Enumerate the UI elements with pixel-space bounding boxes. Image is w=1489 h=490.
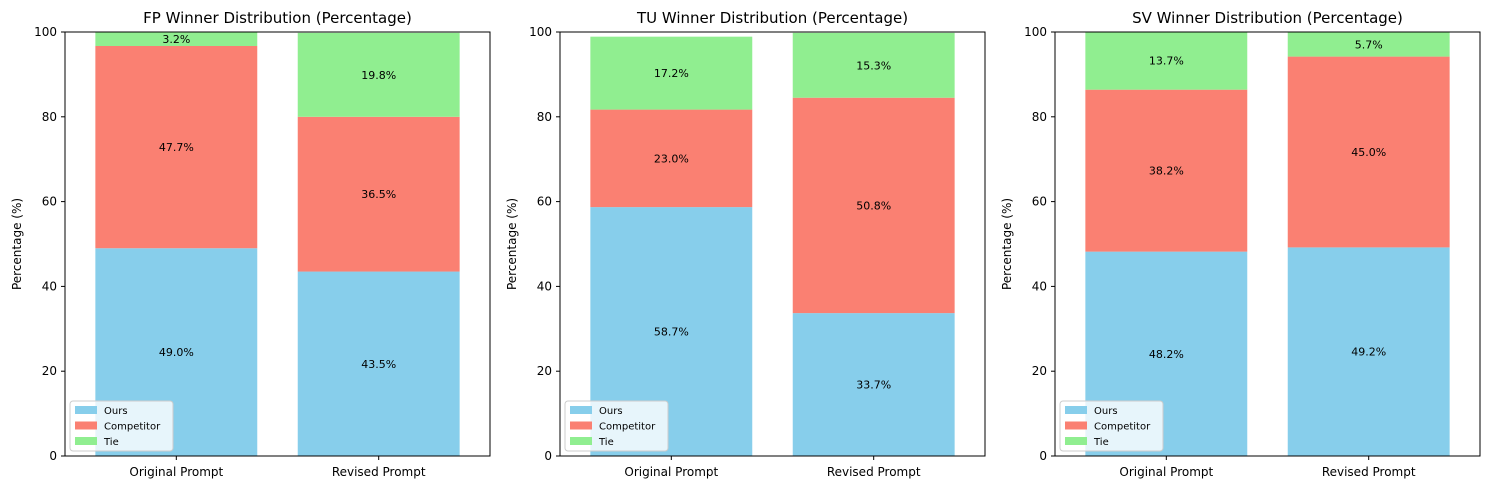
legend-swatch-ours [570,406,592,414]
bar-value-label: 17.2% [654,67,689,80]
y-axis-label: Percentage (%) [505,198,519,290]
bar-value-label: 15.3% [856,59,891,72]
y-tick-label: 0 [49,449,57,463]
y-axis-label: Percentage (%) [10,198,24,290]
y-tick-label: 60 [1032,195,1047,209]
legend-label-tie: Tie [103,437,119,448]
x-tick-label: Revised Prompt [827,465,921,479]
legend-swatch-tie [75,437,97,445]
legend-label-competitor: Competitor [1094,422,1151,433]
legend: Ours Competitor Tie [70,401,173,451]
bar-value-label: 13.7% [1149,55,1184,68]
x-tick-label: Original Prompt [624,465,718,479]
y-tick-label: 40 [1032,279,1047,293]
y-tick-label: 40 [537,279,552,293]
legend-label-tie: Tie [598,437,614,448]
legend-label-competitor: Competitor [104,422,161,433]
legend-label-ours: Ours [1094,406,1118,417]
bar-value-label: 5.7% [1355,39,1383,52]
legend-swatch-ours [1065,406,1087,414]
legend-label-ours: Ours [599,406,623,417]
y-tick-label: 100 [529,25,552,39]
legend-label-competitor: Competitor [599,422,656,433]
y-tick-label: 20 [537,364,552,378]
bar-value-label: 58.7% [654,326,689,339]
legend-label-tie: Tie [1093,437,1109,448]
y-tick-label: 80 [537,110,552,124]
y-tick-label: 100 [1024,25,1047,39]
legend-swatch-ours [75,406,97,414]
bar-value-label: 45.0% [1351,146,1386,159]
legend: Ours Competitor Tie [565,401,668,451]
legend-swatch-tie [570,437,592,445]
bar-value-label: 48.2% [1149,348,1184,361]
bar-value-label: 49.2% [1351,346,1386,359]
bar-value-label: 47.7% [159,141,194,154]
bar-value-label: 19.8% [361,69,396,82]
y-tick-label: 60 [42,195,57,209]
x-tick-label: Revised Prompt [1322,465,1416,479]
chart-panel-1: 49.0% 47.7% 3.2% 43.5% 36.5% 19.8% 0 20 40 60 80 10… [10,9,490,479]
bar-value-label: 49.0% [159,346,194,359]
x-tick-label: Original Prompt [1119,465,1213,479]
x-tick-label: Revised Prompt [332,465,426,479]
legend-swatch-competitor [1065,422,1087,430]
y-tick-label: 0 [544,449,552,463]
bar-value-label: 38.2% [1149,165,1184,178]
y-tick-label: 20 [42,364,57,378]
y-axis-label: Percentage (%) [1000,198,1014,290]
chart-title: TU Winner Distribution (Percentage) [636,9,908,27]
bar-value-label: 23.0% [654,152,689,165]
bar-value-label: 33.7% [856,379,891,392]
chart-title: SV Winner Distribution (Percentage) [1132,9,1403,27]
bar-value-label: 3.2% [162,33,190,46]
legend-swatch-competitor [75,422,97,430]
x-tick-label: Original Prompt [129,465,223,479]
y-tick-label: 0 [1039,449,1047,463]
chart-panel-2: 58.7% 23.0% 17.2% 33.7% 50.8% 15.3% 0 20 40 60 80 1… [505,9,985,479]
y-tick-label: 100 [34,25,57,39]
y-tick-label: 60 [537,195,552,209]
legend-swatch-competitor [570,422,592,430]
legend-swatch-tie [1065,437,1087,445]
bar-value-label: 36.5% [361,188,396,201]
chart-title: FP Winner Distribution (Percentage) [143,9,412,27]
y-tick-label: 40 [42,279,57,293]
chart-panel-3: 48.2% 38.2% 13.7% 49.2% 45.0% 5.7% 0 20 40 60 80 10… [1000,9,1480,479]
bar-value-label: 50.8% [856,199,891,212]
legend: Ours Competitor Tie [1060,401,1163,451]
legend-label-ours: Ours [104,406,128,417]
y-tick-label: 80 [42,110,57,124]
y-tick-label: 20 [1032,364,1047,378]
bar-value-label: 43.5% [361,358,396,371]
y-tick-label: 80 [1032,110,1047,124]
